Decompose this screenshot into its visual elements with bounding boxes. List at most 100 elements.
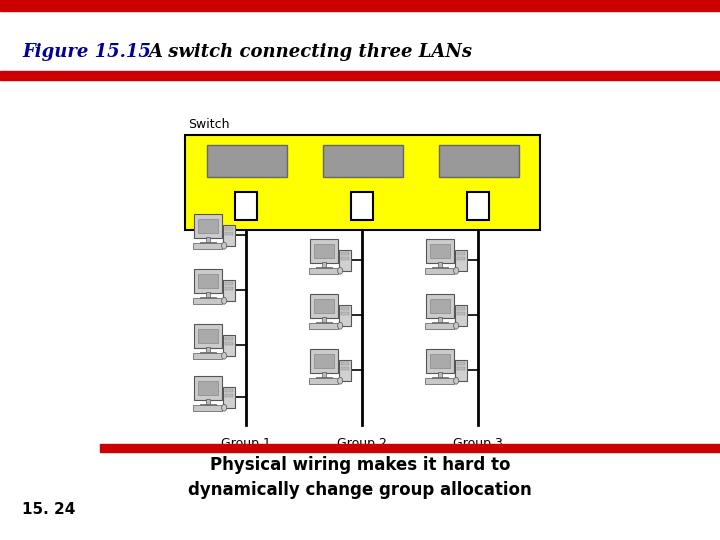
Bar: [200, 298, 216, 301]
Bar: [316, 322, 332, 326]
Bar: [341, 257, 349, 260]
Bar: [432, 267, 448, 271]
Bar: [316, 267, 332, 271]
Bar: [225, 389, 233, 392]
Text: Physical wiring makes it hard to: Physical wiring makes it hard to: [210, 456, 510, 474]
Bar: [225, 337, 233, 340]
Bar: [198, 381, 218, 395]
Bar: [0, 0, 720, 11]
Text: A switch connecting three LANs: A switch connecting three LANs: [148, 43, 472, 61]
Bar: [351, 192, 373, 220]
Bar: [455, 305, 467, 326]
Bar: [432, 322, 448, 326]
Bar: [341, 362, 349, 364]
Ellipse shape: [222, 242, 227, 249]
Bar: [425, 378, 454, 384]
Bar: [223, 387, 235, 408]
Bar: [314, 245, 334, 258]
Text: dynamically change group allocation: dynamically change group allocation: [188, 481, 532, 499]
Bar: [309, 378, 338, 384]
Bar: [426, 349, 454, 373]
Text: 15. 24: 15. 24: [22, 503, 76, 517]
Bar: [200, 404, 216, 408]
Bar: [206, 237, 210, 243]
Ellipse shape: [338, 322, 343, 329]
Text: Group 1: Group 1: [221, 437, 271, 450]
Bar: [200, 242, 216, 246]
Bar: [193, 405, 222, 411]
Bar: [341, 252, 349, 254]
Bar: [198, 274, 218, 288]
Bar: [193, 243, 222, 249]
Bar: [206, 399, 210, 405]
Bar: [341, 367, 349, 370]
Bar: [341, 307, 349, 309]
Bar: [457, 362, 466, 364]
Bar: [457, 307, 466, 309]
Bar: [100, 444, 720, 452]
Bar: [310, 239, 338, 263]
Bar: [432, 377, 448, 381]
Bar: [455, 360, 467, 381]
Bar: [225, 394, 233, 397]
Bar: [225, 342, 233, 345]
Ellipse shape: [222, 404, 227, 411]
Bar: [322, 262, 326, 268]
Bar: [309, 268, 338, 274]
Bar: [467, 192, 489, 220]
Bar: [193, 298, 222, 304]
Bar: [426, 294, 454, 318]
Bar: [339, 251, 351, 271]
Ellipse shape: [222, 352, 227, 359]
Bar: [193, 353, 222, 359]
Bar: [341, 312, 349, 315]
Bar: [223, 280, 235, 301]
Bar: [0, 71, 720, 80]
Bar: [206, 347, 210, 353]
Bar: [438, 262, 442, 268]
Bar: [430, 354, 450, 368]
Bar: [426, 239, 454, 263]
Bar: [430, 245, 450, 258]
Bar: [185, 135, 540, 230]
Bar: [310, 349, 338, 373]
Bar: [225, 287, 233, 289]
Bar: [207, 145, 287, 177]
Bar: [322, 317, 326, 323]
Bar: [198, 329, 218, 343]
Bar: [206, 292, 210, 298]
Bar: [198, 219, 218, 233]
Bar: [438, 317, 442, 323]
Bar: [339, 360, 351, 381]
Bar: [194, 269, 222, 293]
Bar: [223, 335, 235, 356]
Bar: [457, 252, 466, 254]
Bar: [425, 323, 454, 329]
Ellipse shape: [454, 267, 459, 274]
Bar: [194, 214, 222, 238]
Bar: [200, 352, 216, 356]
Bar: [225, 227, 233, 229]
Text: Switch: Switch: [188, 118, 230, 131]
Bar: [438, 372, 442, 378]
Bar: [339, 305, 351, 326]
Ellipse shape: [222, 298, 227, 304]
Bar: [457, 257, 466, 260]
Bar: [310, 294, 338, 318]
Ellipse shape: [338, 267, 343, 274]
Text: Group 2: Group 2: [337, 437, 387, 450]
Bar: [223, 225, 235, 246]
Bar: [235, 192, 257, 220]
Ellipse shape: [454, 322, 459, 329]
Bar: [425, 268, 454, 274]
Bar: [194, 376, 222, 400]
Bar: [430, 299, 450, 313]
Text: Group 3: Group 3: [453, 437, 503, 450]
Bar: [323, 145, 403, 177]
Bar: [309, 323, 338, 329]
Bar: [194, 325, 222, 348]
Bar: [316, 377, 332, 381]
Bar: [439, 145, 519, 177]
Bar: [314, 299, 334, 313]
Bar: [225, 232, 233, 235]
